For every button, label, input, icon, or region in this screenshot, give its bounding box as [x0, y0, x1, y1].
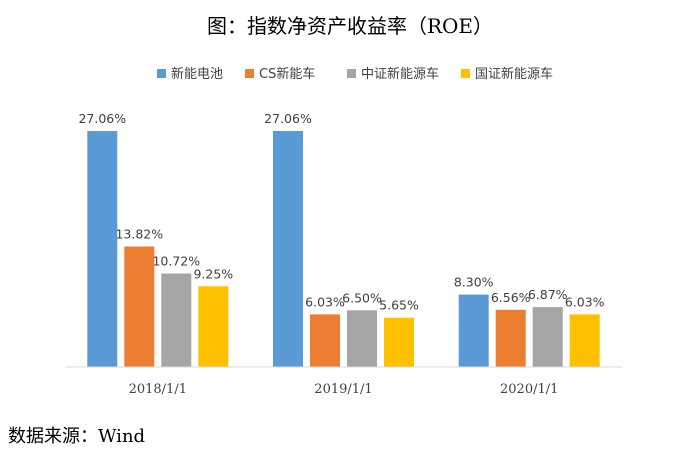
data-label: 9.25% [193, 266, 233, 281]
legend-swatch [461, 69, 470, 78]
bar-3-3 [532, 307, 563, 367]
data-label: 27.06% [78, 111, 126, 126]
category-labels: 2018/1/1 2019/1/1 2020/1/1 [129, 382, 559, 397]
x-tick-label: 2019/1/1 [314, 382, 372, 397]
data-label: 10.72% [152, 254, 200, 269]
bar-2-1 [124, 246, 155, 367]
x-tick-label: 2020/1/1 [500, 382, 558, 397]
bar-1-3 [458, 294, 489, 367]
legend-label: 新能电池 [171, 66, 223, 82]
legend-swatch [157, 69, 166, 78]
bar-3-1 [161, 273, 192, 367]
data-label: 6.03% [305, 294, 345, 309]
bar-1-1 [87, 131, 118, 367]
chart-title: 图：指数净资产收益率（ROE） [207, 14, 493, 38]
data-label: 27.06% [264, 111, 312, 126]
data-label: 6.03% [565, 294, 605, 309]
data-label: 8.30% [454, 275, 494, 290]
legend-label: 国证新能源车 [475, 66, 553, 82]
legend-label: CS新能车 [259, 66, 315, 82]
bar-4-2 [384, 317, 414, 367]
bar-4-3 [569, 314, 600, 367]
data-label: 13.82% [115, 227, 163, 242]
x-tick-label: 2018/1/1 [129, 382, 187, 397]
legend-swatch [347, 69, 356, 78]
bar-1-2 [273, 131, 303, 367]
bar-3-2 [347, 310, 377, 367]
legend-label: 中证新能源车 [361, 66, 439, 82]
data-label: 6.50% [342, 290, 382, 305]
bar-2-2 [310, 314, 340, 367]
data-source-note: 数据来源：Wind [8, 426, 146, 447]
data-label: 5.65% [379, 298, 419, 313]
data-label: 6.87% [528, 287, 568, 302]
legend-swatch [245, 69, 254, 78]
bar-4-1 [198, 286, 229, 367]
chart-legend: 新能电池 CS新能车 中证新能源车 国证新能源车 [157, 66, 553, 82]
bar-2-3 [495, 309, 526, 367]
bar-groups: 27.06%13.82%10.72%9.25%27.06%6.03%6.50%5… [78, 111, 605, 367]
data-label: 6.56% [491, 290, 531, 305]
